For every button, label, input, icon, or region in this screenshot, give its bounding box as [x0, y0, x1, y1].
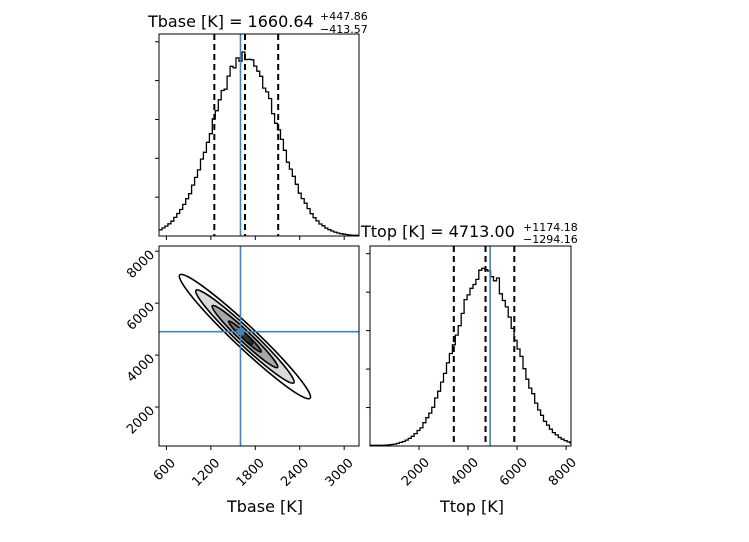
- histogram-step-line: [159, 51, 359, 236]
- ttop-title-plus: +1174.18: [523, 221, 578, 234]
- x-tick-label: 4000: [448, 455, 482, 489]
- x-tick-label: 8000: [546, 455, 580, 489]
- ttop-quantile-lines: [452, 246, 516, 446]
- truth-marker: [236, 328, 244, 336]
- tbase-quantile-lines: [213, 34, 280, 236]
- tbase-ttop-contour-panel: 600 1200 1800 2400 3000 2000 4000 6000 8000 Tba…: [124, 245, 360, 516]
- ttop-hist-steps: [370, 267, 571, 446]
- x-tick-label: 6000: [497, 455, 531, 489]
- ttop-histogram-panel: Ttop [K] = 4713.00 +1174.18 −1294.16 200…: [360, 221, 580, 516]
- ttop-title-minus: −1294.16: [523, 233, 578, 246]
- truth-crosshair: [159, 246, 359, 446]
- histogram-step-line: [370, 267, 571, 446]
- x-tick-label: 3000: [323, 456, 357, 490]
- tbase-title-plus: +447.86: [320, 10, 368, 23]
- contour-x-tick-labels: 600 1200 1800 2400 3000: [151, 456, 357, 490]
- y-tick-label: 4000: [124, 352, 158, 386]
- ttop-hist-ticks: [366, 253, 567, 450]
- y-tick-label: 6000: [124, 300, 158, 334]
- ttop-title-label: Ttop [K] = 4713.00: [360, 222, 515, 241]
- x-tick-label: 1200: [189, 456, 223, 490]
- posterior-contours: [178, 273, 312, 400]
- tbase-hist-ticks: [155, 41, 345, 240]
- tbase-axis-label: Tbase [K]: [226, 497, 303, 516]
- tbase-histogram-panel: Tbase [K] = 1660.64 +447.86 −413.57: [147, 10, 368, 240]
- tbase-title: Tbase [K] = 1660.64 +447.86 −413.57: [147, 10, 368, 36]
- y-tick-label: 2000: [124, 404, 158, 438]
- contour-y-tick-labels: 2000 4000 6000 8000: [124, 248, 158, 438]
- ttop-title: Ttop [K] = 4713.00 +1174.18 −1294.16: [360, 221, 578, 246]
- ttop-axis-label: Ttop [K]: [439, 497, 504, 516]
- y-tick-label: 8000: [124, 248, 158, 282]
- ttop-hist-frame: [369, 245, 572, 447]
- tbase-hist-frame: [158, 33, 360, 237]
- x-tick-label: 600: [151, 456, 179, 484]
- tbase-title-label: Tbase [K] = 1660.64: [147, 12, 314, 31]
- x-tick-label: 1800: [234, 456, 268, 490]
- x-tick-label: 2400: [278, 456, 312, 490]
- tbase-hist-steps: [159, 51, 359, 236]
- ttop-x-tick-labels: 2000 4000 6000 8000: [399, 455, 580, 489]
- x-tick-label: 2000: [399, 455, 433, 489]
- contour-ticks: [155, 250, 345, 450]
- contour-frame: [158, 245, 360, 447]
- tbase-title-minus: −413.57: [320, 23, 368, 36]
